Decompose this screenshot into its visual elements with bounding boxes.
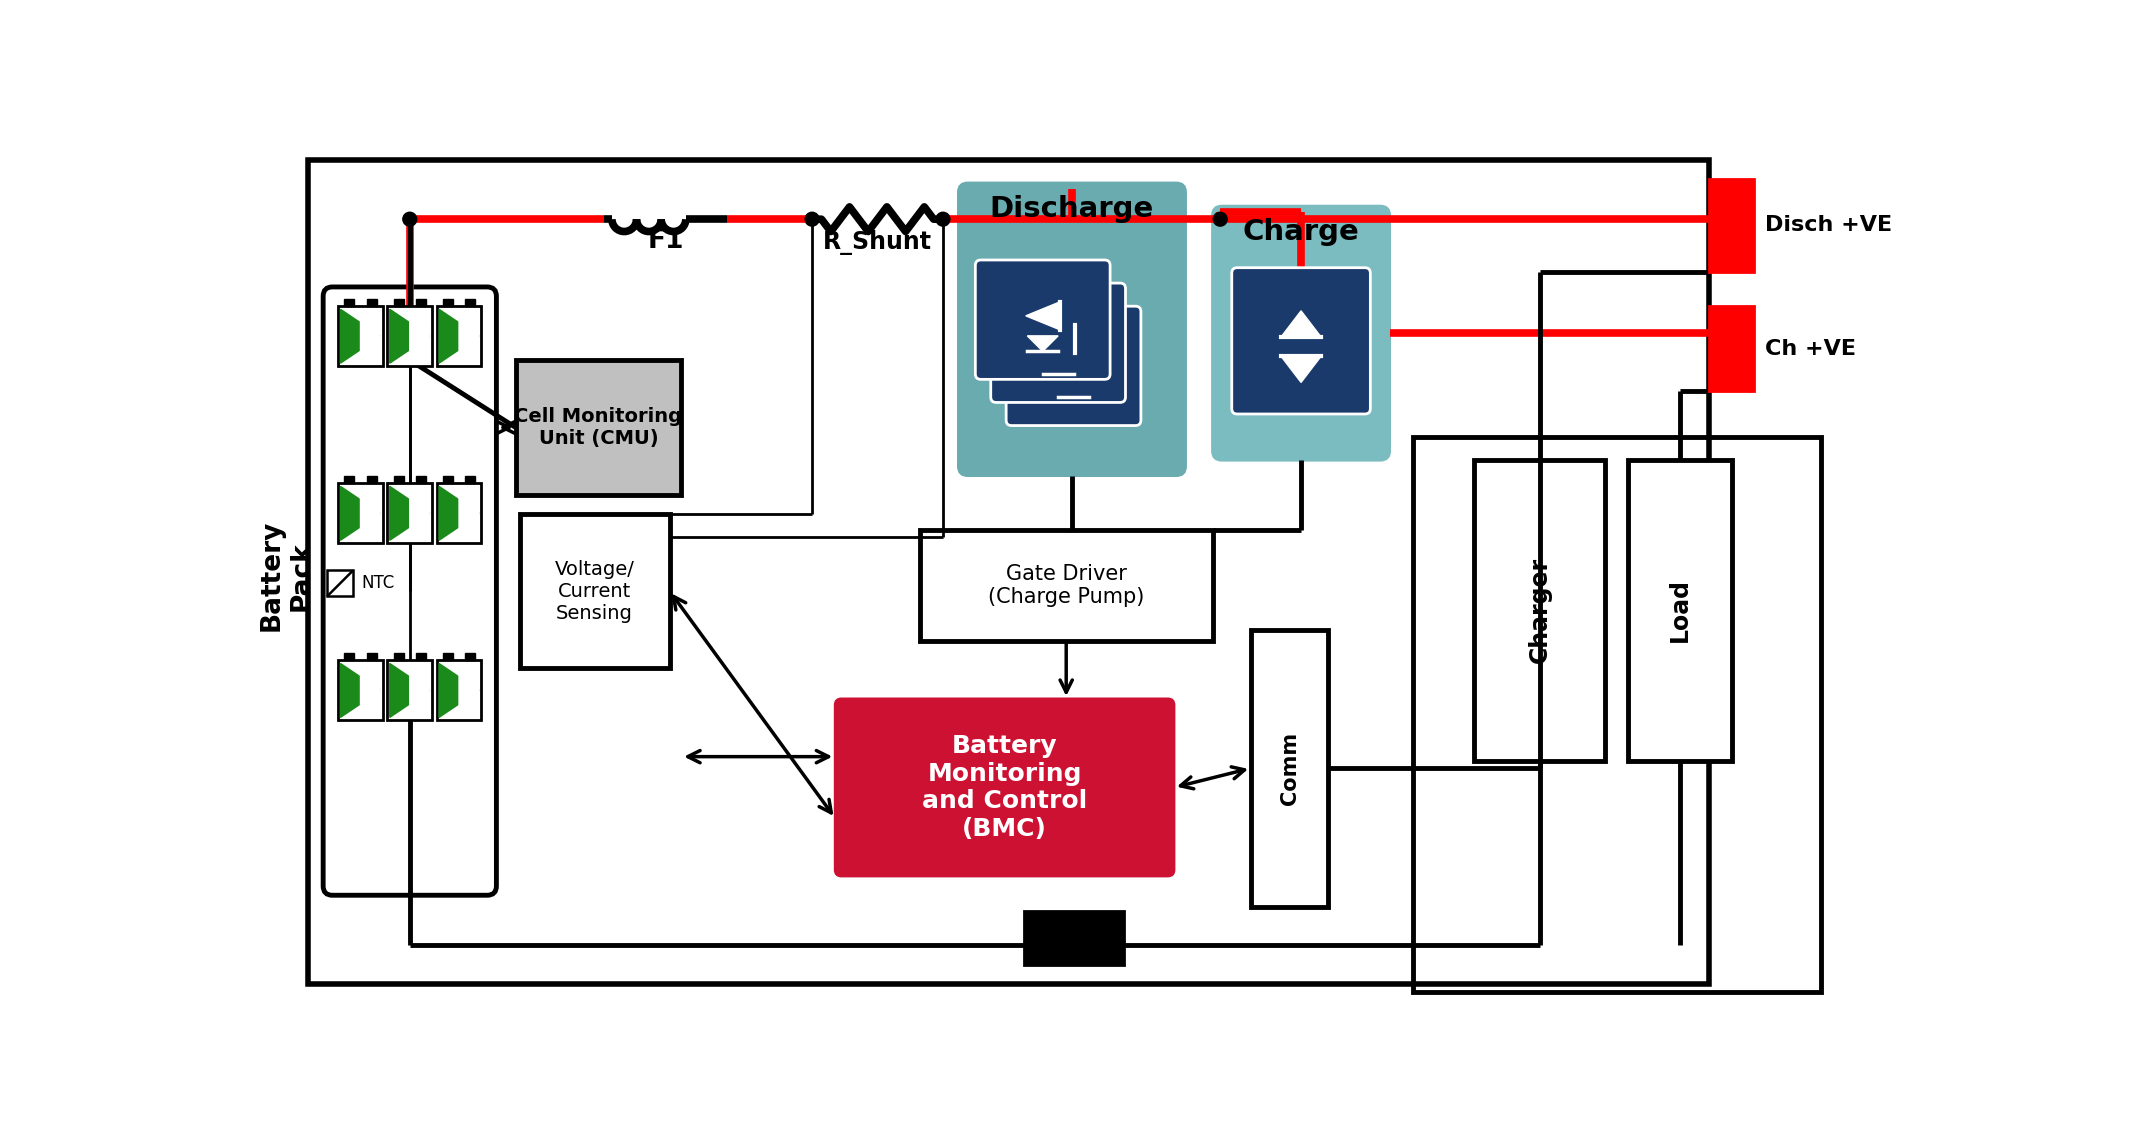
Bar xyxy=(516,360,681,495)
Bar xyxy=(366,300,377,307)
Bar xyxy=(394,300,403,307)
Bar xyxy=(465,653,476,660)
Bar xyxy=(437,307,482,366)
Bar xyxy=(338,660,383,720)
Polygon shape xyxy=(390,309,431,364)
Bar xyxy=(1474,461,1604,760)
Text: Disch +VE: Disch +VE xyxy=(1765,215,1894,235)
Bar xyxy=(416,300,426,307)
Polygon shape xyxy=(1056,348,1090,376)
Bar xyxy=(388,660,433,720)
Polygon shape xyxy=(1058,382,1088,398)
Polygon shape xyxy=(409,309,431,364)
Polygon shape xyxy=(360,309,381,364)
Polygon shape xyxy=(439,487,480,540)
Circle shape xyxy=(1212,212,1227,226)
Bar xyxy=(1709,179,1754,271)
Polygon shape xyxy=(1026,302,1060,329)
Text: Comm: Comm xyxy=(1279,732,1300,805)
Bar xyxy=(443,653,452,660)
Polygon shape xyxy=(1043,359,1073,374)
Polygon shape xyxy=(360,663,381,717)
FancyBboxPatch shape xyxy=(1212,206,1390,461)
Polygon shape xyxy=(1041,325,1075,352)
Bar xyxy=(443,477,452,483)
Circle shape xyxy=(1067,938,1082,952)
Polygon shape xyxy=(360,487,381,540)
Bar xyxy=(308,160,1709,984)
Circle shape xyxy=(805,212,818,226)
Polygon shape xyxy=(341,487,381,540)
Bar xyxy=(338,307,383,366)
Text: R_Shunt: R_Shunt xyxy=(823,230,932,254)
Polygon shape xyxy=(409,663,431,717)
Polygon shape xyxy=(390,663,431,717)
Bar xyxy=(521,514,670,668)
Text: Charge: Charge xyxy=(1242,218,1360,246)
Polygon shape xyxy=(409,487,431,540)
FancyBboxPatch shape xyxy=(1232,268,1371,414)
Bar xyxy=(416,653,426,660)
FancyBboxPatch shape xyxy=(1007,307,1142,425)
Text: Cell Monitoring
Unit (CMU): Cell Monitoring Unit (CMU) xyxy=(514,407,683,448)
Bar xyxy=(394,477,403,483)
Bar xyxy=(1414,437,1821,992)
FancyBboxPatch shape xyxy=(957,184,1185,475)
Text: Gate Driver
(Charge Pump): Gate Driver (Charge Pump) xyxy=(987,563,1144,606)
Bar xyxy=(388,307,433,366)
Circle shape xyxy=(403,212,418,226)
Text: Load: Load xyxy=(1669,578,1692,642)
Bar xyxy=(345,477,353,483)
FancyBboxPatch shape xyxy=(835,699,1174,876)
Bar xyxy=(345,300,353,307)
Text: Battery
Pack: Battery Pack xyxy=(259,520,315,632)
Bar xyxy=(328,570,353,596)
Circle shape xyxy=(936,212,949,226)
Bar xyxy=(437,660,482,720)
Bar xyxy=(1709,307,1754,391)
Polygon shape xyxy=(1281,356,1322,382)
Bar xyxy=(919,529,1212,641)
Polygon shape xyxy=(1028,336,1058,351)
Bar xyxy=(338,483,383,544)
Polygon shape xyxy=(341,663,381,717)
Polygon shape xyxy=(458,487,480,540)
Polygon shape xyxy=(341,309,381,364)
Text: Charger: Charger xyxy=(1527,557,1551,663)
Bar xyxy=(416,477,426,483)
Text: Voltage/
Current
Sensing: Voltage/ Current Sensing xyxy=(555,560,634,622)
Polygon shape xyxy=(439,663,480,717)
Text: Discharge: Discharge xyxy=(990,195,1155,223)
Bar xyxy=(394,653,403,660)
FancyBboxPatch shape xyxy=(992,283,1125,402)
Bar xyxy=(437,483,482,544)
FancyBboxPatch shape xyxy=(975,260,1110,380)
Text: Battery
Monitoring
and Control
(BMC): Battery Monitoring and Control (BMC) xyxy=(921,734,1088,841)
Polygon shape xyxy=(1281,311,1322,337)
Text: F1: F1 xyxy=(647,228,683,254)
Bar xyxy=(1251,629,1328,906)
Polygon shape xyxy=(439,309,480,364)
Text: Ch +VE: Ch +VE xyxy=(1765,339,1857,359)
Polygon shape xyxy=(458,663,480,717)
Bar xyxy=(366,477,377,483)
Bar xyxy=(465,300,476,307)
Bar xyxy=(1628,461,1733,760)
FancyBboxPatch shape xyxy=(323,287,497,895)
Text: NTC: NTC xyxy=(360,575,394,593)
Bar xyxy=(465,477,476,483)
Bar xyxy=(366,653,377,660)
Bar xyxy=(1024,911,1125,964)
Bar xyxy=(345,653,353,660)
Bar xyxy=(443,300,452,307)
Bar xyxy=(388,483,433,544)
Polygon shape xyxy=(458,309,480,364)
Polygon shape xyxy=(390,487,431,540)
